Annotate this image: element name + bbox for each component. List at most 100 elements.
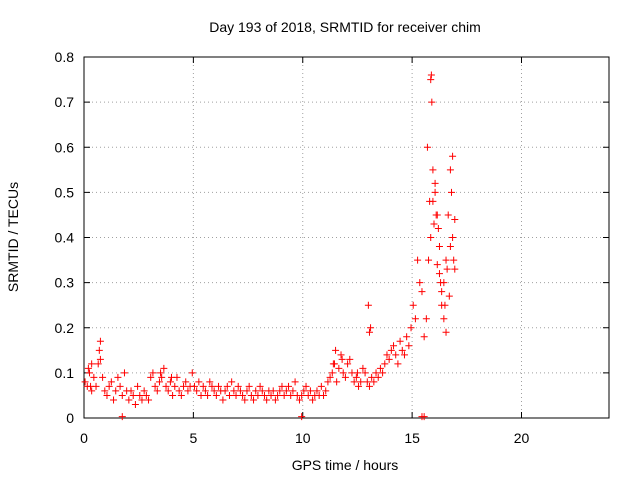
data-point xyxy=(423,143,431,151)
data-point xyxy=(430,220,438,228)
data-point xyxy=(298,413,306,421)
data-point xyxy=(446,243,454,251)
data-point xyxy=(282,387,290,395)
data-point xyxy=(145,396,153,404)
data-point xyxy=(230,387,238,395)
data-point xyxy=(381,360,389,368)
data-point xyxy=(125,396,133,404)
data-point xyxy=(99,373,107,381)
data-point xyxy=(182,378,190,386)
data-point xyxy=(346,355,354,363)
y-tick-label: 0.8 xyxy=(55,49,75,65)
data-point xyxy=(280,391,288,399)
data-point xyxy=(162,382,170,390)
data-point xyxy=(414,256,422,264)
data-point xyxy=(131,400,139,408)
data-point xyxy=(365,328,373,336)
x-tick-label: 15 xyxy=(404,430,420,446)
data-point xyxy=(418,288,426,296)
data-point xyxy=(138,396,146,404)
x-tick-label: 10 xyxy=(295,430,311,446)
y-tick-label: 0.2 xyxy=(55,320,75,336)
data-point xyxy=(368,373,376,381)
data-point xyxy=(110,396,118,404)
data-point xyxy=(239,391,247,399)
data-point xyxy=(440,315,448,323)
data-point xyxy=(236,387,244,395)
data-point xyxy=(258,387,266,395)
data-point xyxy=(449,234,457,241)
data-point xyxy=(221,387,229,395)
data-point xyxy=(210,387,218,395)
data-point xyxy=(451,215,459,223)
data-point xyxy=(365,382,373,390)
data-point xyxy=(177,391,185,399)
data-point xyxy=(81,378,89,386)
data-point xyxy=(212,391,220,399)
data-point xyxy=(256,382,264,390)
data-point xyxy=(190,382,198,390)
y-tick-label: 0.3 xyxy=(55,275,75,291)
data-point xyxy=(438,288,446,296)
data-point xyxy=(443,265,451,273)
y-axis-label: SRMTID / TECUs xyxy=(5,182,21,292)
data-point xyxy=(420,333,428,341)
data-points xyxy=(81,71,459,421)
data-point xyxy=(328,369,336,377)
data-point xyxy=(400,351,408,359)
data-point xyxy=(254,391,262,399)
data-point xyxy=(341,373,349,381)
data-point xyxy=(416,279,424,287)
data-point xyxy=(385,355,393,363)
data-point xyxy=(155,378,163,386)
data-point xyxy=(364,301,372,309)
data-point xyxy=(95,346,103,354)
y-tick-label: 0.7 xyxy=(55,94,75,110)
data-point xyxy=(245,382,253,390)
data-point xyxy=(338,355,346,363)
data-point xyxy=(112,387,120,395)
data-point xyxy=(444,211,452,219)
data-point xyxy=(160,364,168,372)
data-point xyxy=(142,391,150,399)
y-tick-label: 0.5 xyxy=(55,184,75,200)
data-point xyxy=(372,369,380,377)
data-point xyxy=(332,346,340,354)
data-point xyxy=(204,391,212,399)
data-point xyxy=(140,387,148,395)
data-point xyxy=(120,369,128,377)
data-point xyxy=(134,382,142,390)
data-point xyxy=(169,391,177,399)
data-point xyxy=(269,387,277,395)
data-point xyxy=(392,351,400,359)
data-point xyxy=(232,391,240,399)
data-point xyxy=(206,378,214,386)
data-point xyxy=(442,328,450,336)
data-point xyxy=(295,396,303,404)
data-point xyxy=(333,378,341,386)
data-point xyxy=(434,224,442,232)
data-point xyxy=(379,369,387,377)
data-point xyxy=(201,387,209,395)
data-point xyxy=(426,197,434,205)
data-point xyxy=(326,373,334,381)
data-point xyxy=(344,360,352,368)
data-point xyxy=(446,166,454,174)
axis-ticks: 0 5 10 15 20 0 0.1 0.2 0.3 0.4 0.5 0.6 0.7 0.8 xyxy=(55,49,609,446)
data-point xyxy=(151,382,159,390)
data-point xyxy=(396,337,404,345)
data-point xyxy=(199,382,207,390)
data-point xyxy=(158,373,166,381)
data-point xyxy=(339,369,347,377)
data-point xyxy=(374,373,382,381)
data-point xyxy=(88,387,96,395)
data-point xyxy=(427,76,435,84)
data-point xyxy=(107,378,115,386)
data-point xyxy=(422,315,430,323)
data-point xyxy=(448,188,455,196)
y-tick-label: 0 xyxy=(66,410,74,426)
x-tick-label: 0 xyxy=(80,430,88,446)
data-point xyxy=(241,396,249,404)
data-point xyxy=(84,364,92,372)
data-point xyxy=(260,391,268,399)
